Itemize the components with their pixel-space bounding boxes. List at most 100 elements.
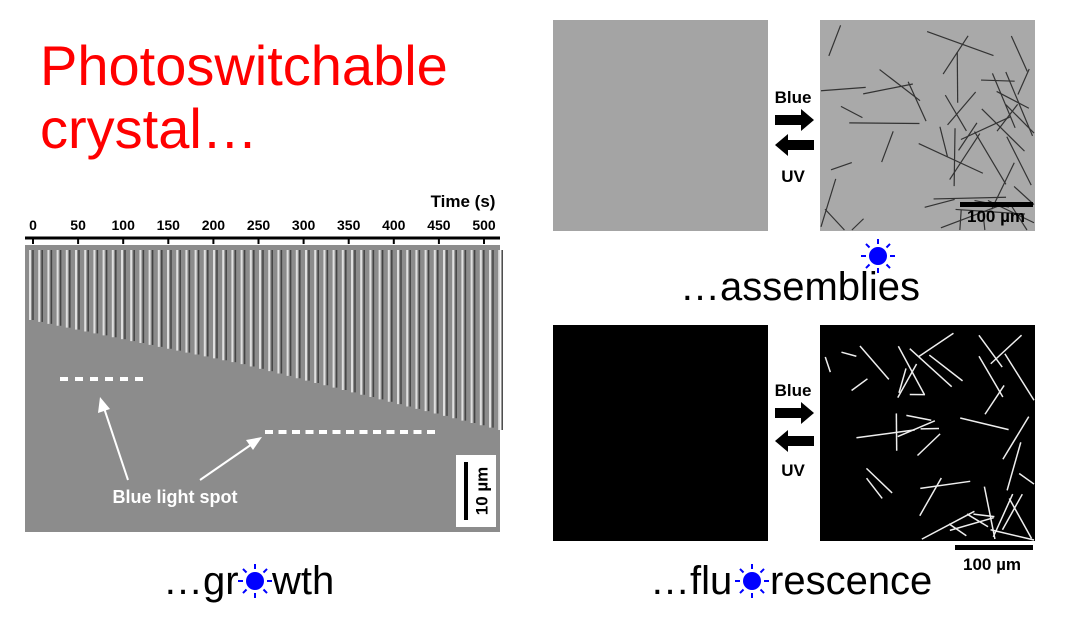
- needle: [940, 202, 1007, 229]
- needle: [920, 480, 971, 490]
- needle: [851, 218, 864, 231]
- needle: [924, 198, 955, 208]
- needle: [824, 356, 832, 373]
- kymograph-stripes: [29, 250, 503, 434]
- light-icon: [861, 239, 895, 273]
- needle: [1004, 353, 1035, 401]
- tick-label: 250: [247, 217, 271, 233]
- needle: [897, 420, 936, 438]
- tick-label: 200: [202, 217, 226, 233]
- spot: [278, 430, 287, 434]
- after-image: [820, 325, 1035, 541]
- pointer-head: [246, 437, 262, 450]
- backward-label: UV: [781, 461, 805, 480]
- needle: [1011, 206, 1028, 231]
- needle: [1006, 442, 1022, 491]
- tick-label: 100: [112, 217, 136, 233]
- scale-box: [456, 455, 496, 527]
- needle: [1013, 186, 1035, 206]
- spot: [332, 430, 341, 434]
- spot: [90, 377, 98, 381]
- needle: [1005, 71, 1034, 137]
- light-icon: [238, 564, 272, 598]
- before-image: [553, 325, 768, 541]
- spot: [105, 377, 113, 381]
- spot-label: Blue light spot: [113, 487, 238, 507]
- needle: [939, 126, 948, 157]
- caption: …gr: [163, 559, 239, 603]
- needle: [881, 131, 894, 163]
- needle: [947, 91, 977, 126]
- after-image: [820, 20, 1035, 231]
- tick-label: 400: [382, 217, 406, 233]
- needle: [830, 162, 853, 171]
- title-line: Photoswitchable: [40, 34, 448, 97]
- spot: [135, 377, 143, 381]
- needle: [1005, 104, 1035, 134]
- needle: [960, 417, 1009, 431]
- needle: [820, 86, 866, 92]
- needle: [978, 334, 1003, 368]
- caption: wth: [271, 559, 334, 603]
- sun-ray: [759, 588, 765, 594]
- needle: [942, 35, 969, 75]
- tick-label: 300: [292, 217, 316, 233]
- needle: [981, 108, 1025, 152]
- sun-ray: [739, 588, 745, 594]
- scale-bar: [955, 545, 1033, 550]
- time-label: Time (s): [431, 192, 496, 211]
- needle: [897, 363, 918, 398]
- needle: [990, 529, 1035, 541]
- needle: [926, 30, 994, 57]
- pointer: [102, 404, 129, 481]
- needle: [984, 385, 1005, 415]
- spot: [346, 430, 354, 434]
- spot: [373, 430, 381, 434]
- needle: [921, 510, 975, 540]
- needles: [820, 25, 1035, 231]
- needle: [991, 73, 1016, 129]
- spot: [386, 430, 395, 434]
- tick-label: 450: [427, 217, 451, 233]
- needle: [1002, 416, 1030, 460]
- arrow: [775, 430, 814, 452]
- spot: [75, 377, 83, 381]
- fluorescent-needles: [824, 332, 1035, 541]
- time-ticks: 0 50 100 150 200 250 300 350 400 450 500: [29, 217, 496, 244]
- tick-label: 350: [337, 217, 361, 233]
- arrow: [775, 402, 814, 424]
- needle: [1010, 35, 1028, 72]
- sun-core: [743, 572, 761, 590]
- needle: [820, 178, 837, 227]
- sun-ray: [885, 243, 891, 249]
- spot: [265, 430, 273, 434]
- scale-label: 100 µm: [963, 555, 1021, 574]
- needle: [824, 208, 845, 231]
- needle: [828, 25, 842, 57]
- forward-label: Blue: [775, 381, 812, 400]
- needle: [879, 69, 921, 102]
- needle: [1001, 493, 1023, 531]
- needle: [966, 513, 989, 528]
- sun-ray: [262, 588, 268, 594]
- scale-label: 10 µm: [472, 467, 491, 516]
- tick-label: 50: [70, 217, 86, 233]
- needle: [1017, 68, 1030, 95]
- needle: [851, 378, 868, 392]
- needle: [928, 354, 964, 382]
- before-image: [553, 20, 768, 231]
- sun-ray: [242, 588, 248, 594]
- needle: [955, 208, 1025, 215]
- caption: …assemblies: [680, 265, 920, 309]
- needle: [974, 131, 1007, 185]
- needle: [849, 122, 920, 125]
- spot: [359, 430, 368, 434]
- title-line: crystal…: [40, 97, 258, 160]
- light-icon: [735, 564, 769, 598]
- needle: [1018, 472, 1035, 485]
- needle: [897, 345, 925, 395]
- backward-label: UV: [781, 167, 805, 186]
- needle: [863, 83, 913, 95]
- needle: [916, 433, 941, 457]
